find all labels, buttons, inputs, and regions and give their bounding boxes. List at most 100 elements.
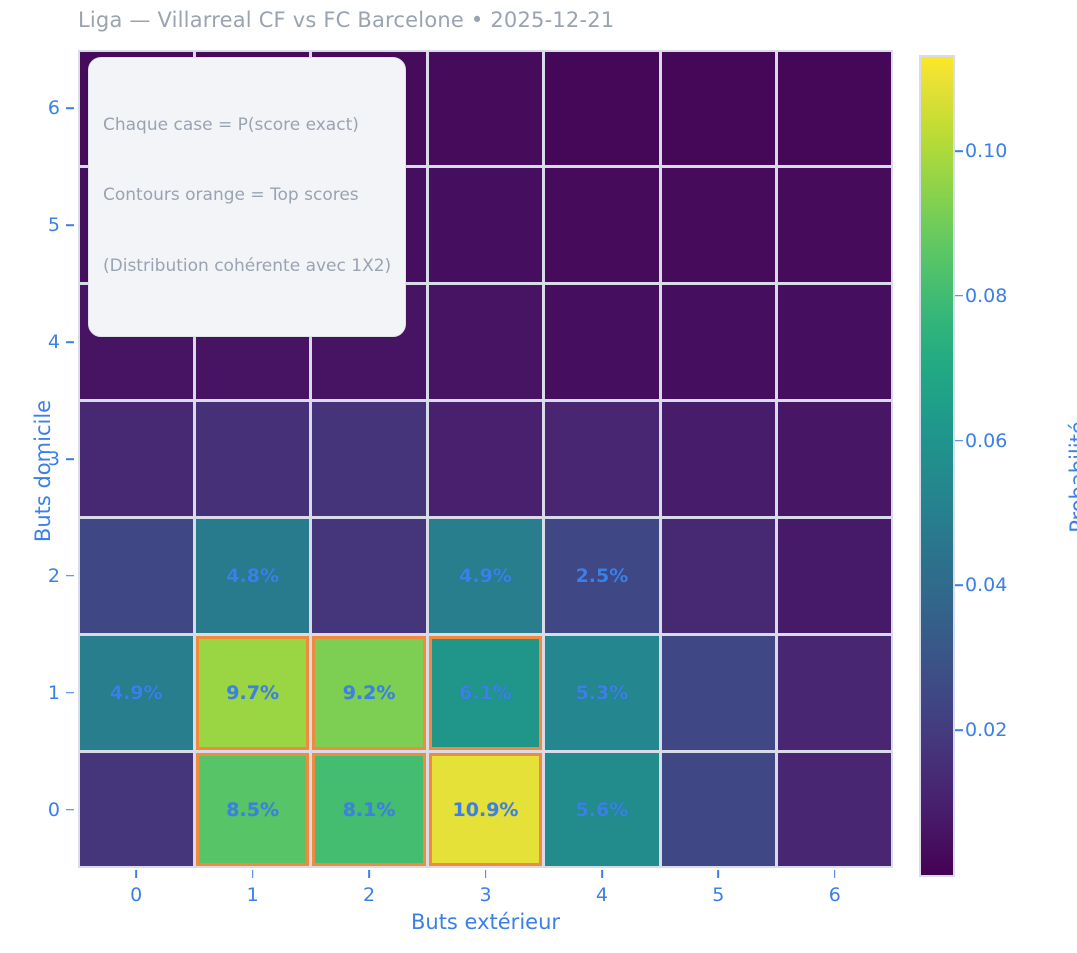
heatmap-cell-5-5[interactable] [661, 168, 776, 283]
heatmap-cell-2-4[interactable]: 2.5% [545, 518, 659, 633]
y-tick-4: 4 [34, 331, 74, 354]
annotation-line-1: Chaque case = P(score exact) [103, 114, 359, 135]
y-tick-mark [66, 458, 74, 460]
heatmap-cell-1-1[interactable]: 9.7% [195, 635, 310, 750]
heatmap-cell-label: 5.6% [575, 798, 629, 821]
heatmap-cell-label: 5.3% [575, 681, 629, 704]
heatmap-cell-1-6[interactable] [778, 635, 892, 750]
heatmap-cell-5-4[interactable] [545, 168, 659, 283]
annotation-line-3: (Distribution cohérente avec 1X2) [103, 255, 392, 276]
colorbar-tick-2: 0.06 [955, 430, 1007, 452]
y-tick-mark [66, 224, 74, 227]
heatmap-cell-label: 6.1% [459, 681, 512, 704]
heatmap-cell-5-6[interactable] [778, 168, 892, 283]
heatmap-cell-3-1[interactable] [195, 402, 310, 516]
heatmap-cell-label: 4.9% [459, 564, 512, 587]
heatmap-cell-0-0[interactable] [79, 752, 193, 867]
y-tick-label: 6 [47, 97, 60, 120]
y-tick-mark [66, 341, 74, 343]
heatmap-cell-6-5[interactable] [661, 51, 776, 166]
heatmap-cell-0-6[interactable] [778, 752, 892, 867]
colorbar-tick-label: 0.02 [965, 719, 1008, 742]
heatmap-cell-3-6[interactable] [778, 402, 892, 516]
y-tick-mark [66, 107, 74, 110]
y-tick-label: 4 [47, 331, 60, 354]
heatmap-cell-1-3[interactable]: 6.1% [428, 635, 543, 750]
y-tick-mark [66, 691, 74, 694]
heatmap-cell-3-2[interactable] [312, 402, 426, 516]
heatmap-cell-4-5[interactable] [661, 285, 776, 400]
heatmap-cell-label: 9.7% [226, 681, 279, 704]
x-tick-4: 4 [596, 870, 608, 906]
heatmap-cell-1-4[interactable]: 5.3% [545, 635, 659, 750]
heatmap-cell-4-4[interactable] [545, 285, 659, 400]
heatmap-cell-0-3[interactable]: 10.9% [428, 752, 543, 867]
y-tick-2: 2 [34, 564, 74, 587]
x-tick-mark [833, 870, 836, 878]
heatmap-cell-2-5[interactable] [661, 518, 776, 633]
x-tick-2: 2 [363, 870, 375, 906]
x-tick-1: 1 [247, 870, 259, 906]
colorbar-tick-label: 0.10 [965, 140, 1008, 163]
heatmap-cell-label: 8.1% [342, 798, 396, 821]
heatmap-cell-3-0[interactable] [79, 402, 193, 516]
y-tick-1: 1 [34, 681, 74, 704]
heatmap-cell-label: 2.5% [575, 564, 629, 587]
colorbar-tick-mark [955, 295, 963, 297]
colorbar-tick-mark [955, 584, 963, 587]
heatmap-cell-2-0[interactable] [79, 518, 193, 633]
annotation-line-2: Contours orange = Top scores [103, 185, 359, 206]
colorbar-tick-label: 0.08 [965, 284, 1008, 307]
y-tick-label: 3 [47, 448, 60, 470]
heatmap-cell-6-6[interactable] [778, 51, 892, 166]
x-tick-mark [135, 870, 137, 878]
heatmap-cell-2-6[interactable] [778, 518, 892, 633]
heatmap-cell-0-1[interactable]: 8.5% [195, 752, 310, 867]
x-tick-mark [601, 870, 603, 878]
heatmap-cell-0-2[interactable]: 8.1% [312, 752, 426, 867]
heatmap-cell-5-3[interactable] [428, 168, 543, 283]
x-tick-6: 6 [829, 870, 841, 906]
colorbar[interactable] [919, 55, 955, 877]
y-axis-label: Buts domicile [31, 399, 55, 543]
y-tick-label: 2 [47, 564, 60, 587]
heatmap-cell-6-4[interactable] [545, 51, 659, 166]
heatmap-cell-3-5[interactable] [661, 402, 776, 516]
heatmap-cell-2-3[interactable]: 4.9% [428, 518, 543, 633]
heatmap-cell-3-3[interactable] [428, 402, 543, 516]
annotation-box: Chaque case = P(score exact) Contours or… [88, 57, 407, 337]
colorbar-tick-1: 0.04 [955, 574, 1008, 597]
x-tick-mark [717, 870, 720, 878]
x-tick-mark [368, 870, 370, 878]
heatmap-cell-6-3[interactable] [428, 51, 543, 166]
colorbar-tick-4: 0.10 [955, 140, 1008, 163]
x-tick-3: 3 [479, 870, 492, 906]
y-tick-label: 0 [47, 798, 60, 821]
heatmap-cell-0-4[interactable]: 5.6% [545, 752, 659, 867]
colorbar-tick-0: 0.02 [955, 719, 1008, 742]
colorbar-label: Probabilité [1066, 421, 1077, 533]
heatmap-cell-2-1[interactable]: 4.8% [195, 518, 310, 633]
heatmap-cell-0-5[interactable] [661, 752, 776, 867]
heatmap-cell-3-4[interactable] [545, 402, 659, 516]
heatmap-cell-4-3[interactable] [428, 285, 543, 400]
y-tick-mark [66, 575, 74, 577]
colorbar-tick-mark [955, 439, 963, 442]
heatmap-cell-2-2[interactable] [312, 518, 426, 633]
x-tick-5: 5 [712, 870, 724, 906]
heatmap-cell-label: 4.8% [226, 564, 279, 587]
heatmap-cell-1-2[interactable]: 9.2% [312, 635, 426, 750]
x-axis-label: Buts extérieur [410, 910, 561, 934]
y-tick-label: 1 [47, 681, 60, 704]
y-tick-5: 5 [34, 214, 74, 237]
chart-title: Liga — Villarreal CF vs FC Barcelone • 2… [78, 8, 615, 32]
y-tick-3: 3 [34, 448, 74, 470]
heatmap-cell-4-6[interactable] [778, 285, 892, 400]
heatmap-cell-label: 10.9% [452, 798, 519, 821]
x-tick-mark [251, 870, 254, 878]
colorbar-tick-label: 0.04 [965, 574, 1008, 597]
y-tick-label: 5 [47, 214, 60, 237]
colorbar-tick-mark [955, 729, 963, 732]
heatmap-cell-1-0[interactable]: 4.9% [79, 635, 193, 750]
heatmap-cell-1-5[interactable] [661, 635, 776, 750]
